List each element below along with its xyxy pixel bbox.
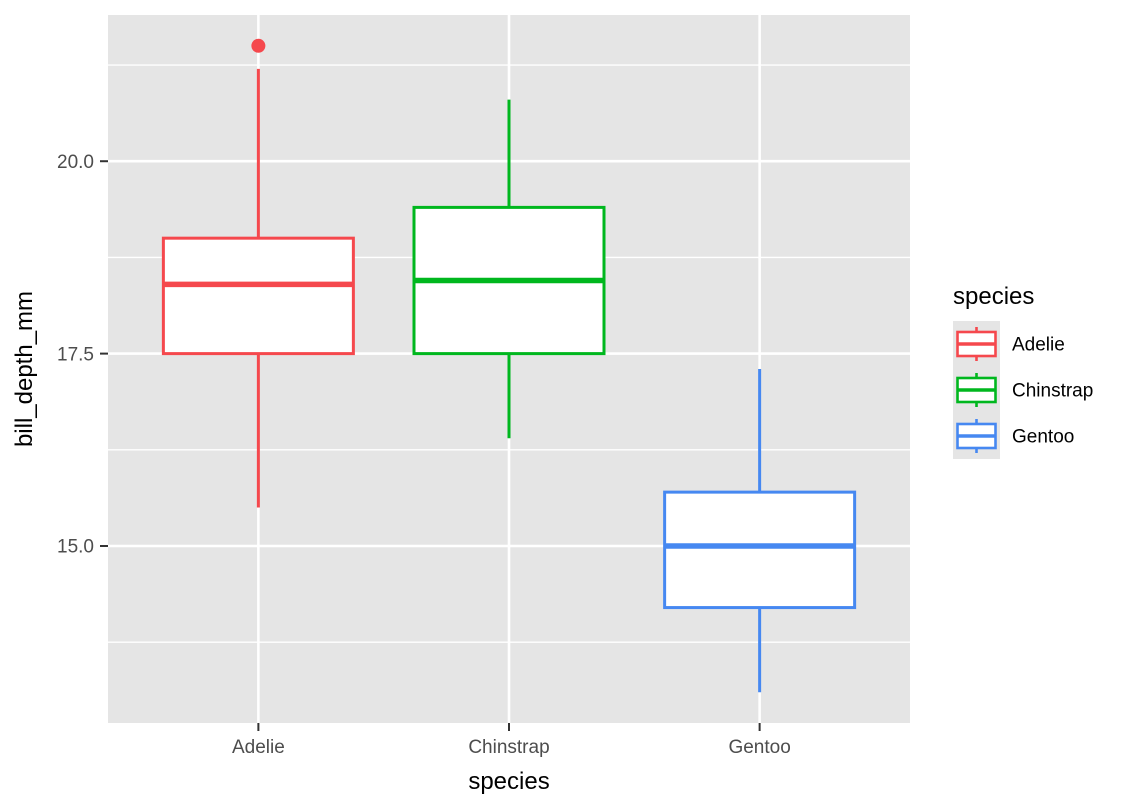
outlier-point bbox=[251, 38, 266, 53]
x-tick-label: Chinstrap bbox=[468, 737, 549, 758]
legend-entries: Adelie Chinstrap Gentoo bbox=[953, 321, 1093, 459]
legend-entry-adelie: Adelie bbox=[953, 321, 1065, 367]
iqr-box bbox=[161, 236, 355, 356]
boxplot-chinstrap bbox=[412, 99, 606, 439]
boxplot-adelie bbox=[161, 38, 355, 508]
legend: species Adelie Chinstrap Gentoo bbox=[953, 283, 1093, 459]
x-tick-label: Gentoo bbox=[728, 737, 790, 758]
axis-ticks: 15.0 17.5 20.0 Adelie Chinstrap Gentoo bbox=[57, 152, 791, 758]
boxplots bbox=[161, 38, 857, 693]
y-tick-label: 20.0 bbox=[57, 152, 94, 173]
y-tick-label: 15.0 bbox=[57, 537, 94, 558]
legend-label: Chinstrap bbox=[1012, 381, 1093, 402]
legend-title: species bbox=[953, 283, 1034, 310]
legend-entry-chinstrap: Chinstrap bbox=[953, 367, 1093, 413]
y-tick-label: 17.5 bbox=[57, 344, 94, 365]
iqr-box bbox=[663, 490, 857, 610]
x-axis-title: species bbox=[468, 768, 549, 795]
legend-entry-gentoo: Gentoo bbox=[953, 413, 1074, 459]
legend-label: Gentoo bbox=[1012, 427, 1074, 448]
boxplot-gentoo bbox=[663, 369, 857, 693]
y-axis-title: bill_depth_mm bbox=[11, 291, 38, 447]
x-tick-label: Adelie bbox=[232, 737, 285, 758]
legend-label: Adelie bbox=[1012, 335, 1065, 356]
